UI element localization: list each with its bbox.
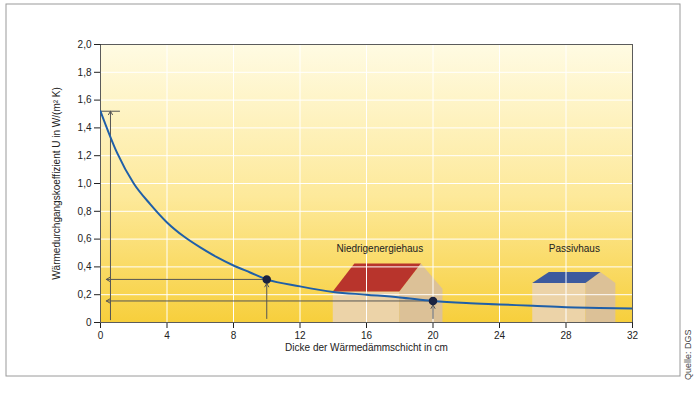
svg-text:1,2: 1,2: [78, 150, 92, 161]
svg-text:Wärmedurchgangskoeffizient U i: Wärmedurchgangskoeffizient U in W/(m² K): [51, 87, 62, 280]
svg-text:2,0: 2,0: [78, 39, 92, 50]
svg-text:0,6: 0,6: [78, 233, 92, 244]
svg-text:0: 0: [98, 330, 104, 341]
svg-text:0,4: 0,4: [78, 261, 92, 272]
svg-text:Dicke der Wärmedämmschicht in: Dicke der Wärmedämmschicht in cm: [285, 342, 448, 353]
svg-text:16: 16: [361, 330, 373, 341]
svg-text:0,2: 0,2: [78, 289, 92, 300]
svg-text:1,8: 1,8: [78, 67, 92, 78]
svg-text:8: 8: [231, 330, 237, 341]
svg-text:28: 28: [560, 330, 572, 341]
svg-text:1,6: 1,6: [78, 94, 92, 105]
svg-text:1,4: 1,4: [78, 122, 92, 133]
svg-text:0: 0: [86, 317, 92, 328]
svg-text:Passivhaus: Passivhaus: [549, 243, 600, 254]
svg-text:Niedrigenergiehaus: Niedrigenergiehaus: [336, 243, 423, 254]
svg-text:12: 12: [294, 330, 306, 341]
svg-text:20: 20: [427, 330, 439, 341]
svg-text:0,8: 0,8: [78, 206, 92, 217]
svg-text:Quelle: DGS: Quelle: DGS: [683, 329, 693, 380]
svg-text:4: 4: [164, 330, 170, 341]
svg-text:24: 24: [494, 330, 506, 341]
svg-text:32: 32: [627, 330, 639, 341]
svg-text:1,0: 1,0: [78, 178, 92, 189]
